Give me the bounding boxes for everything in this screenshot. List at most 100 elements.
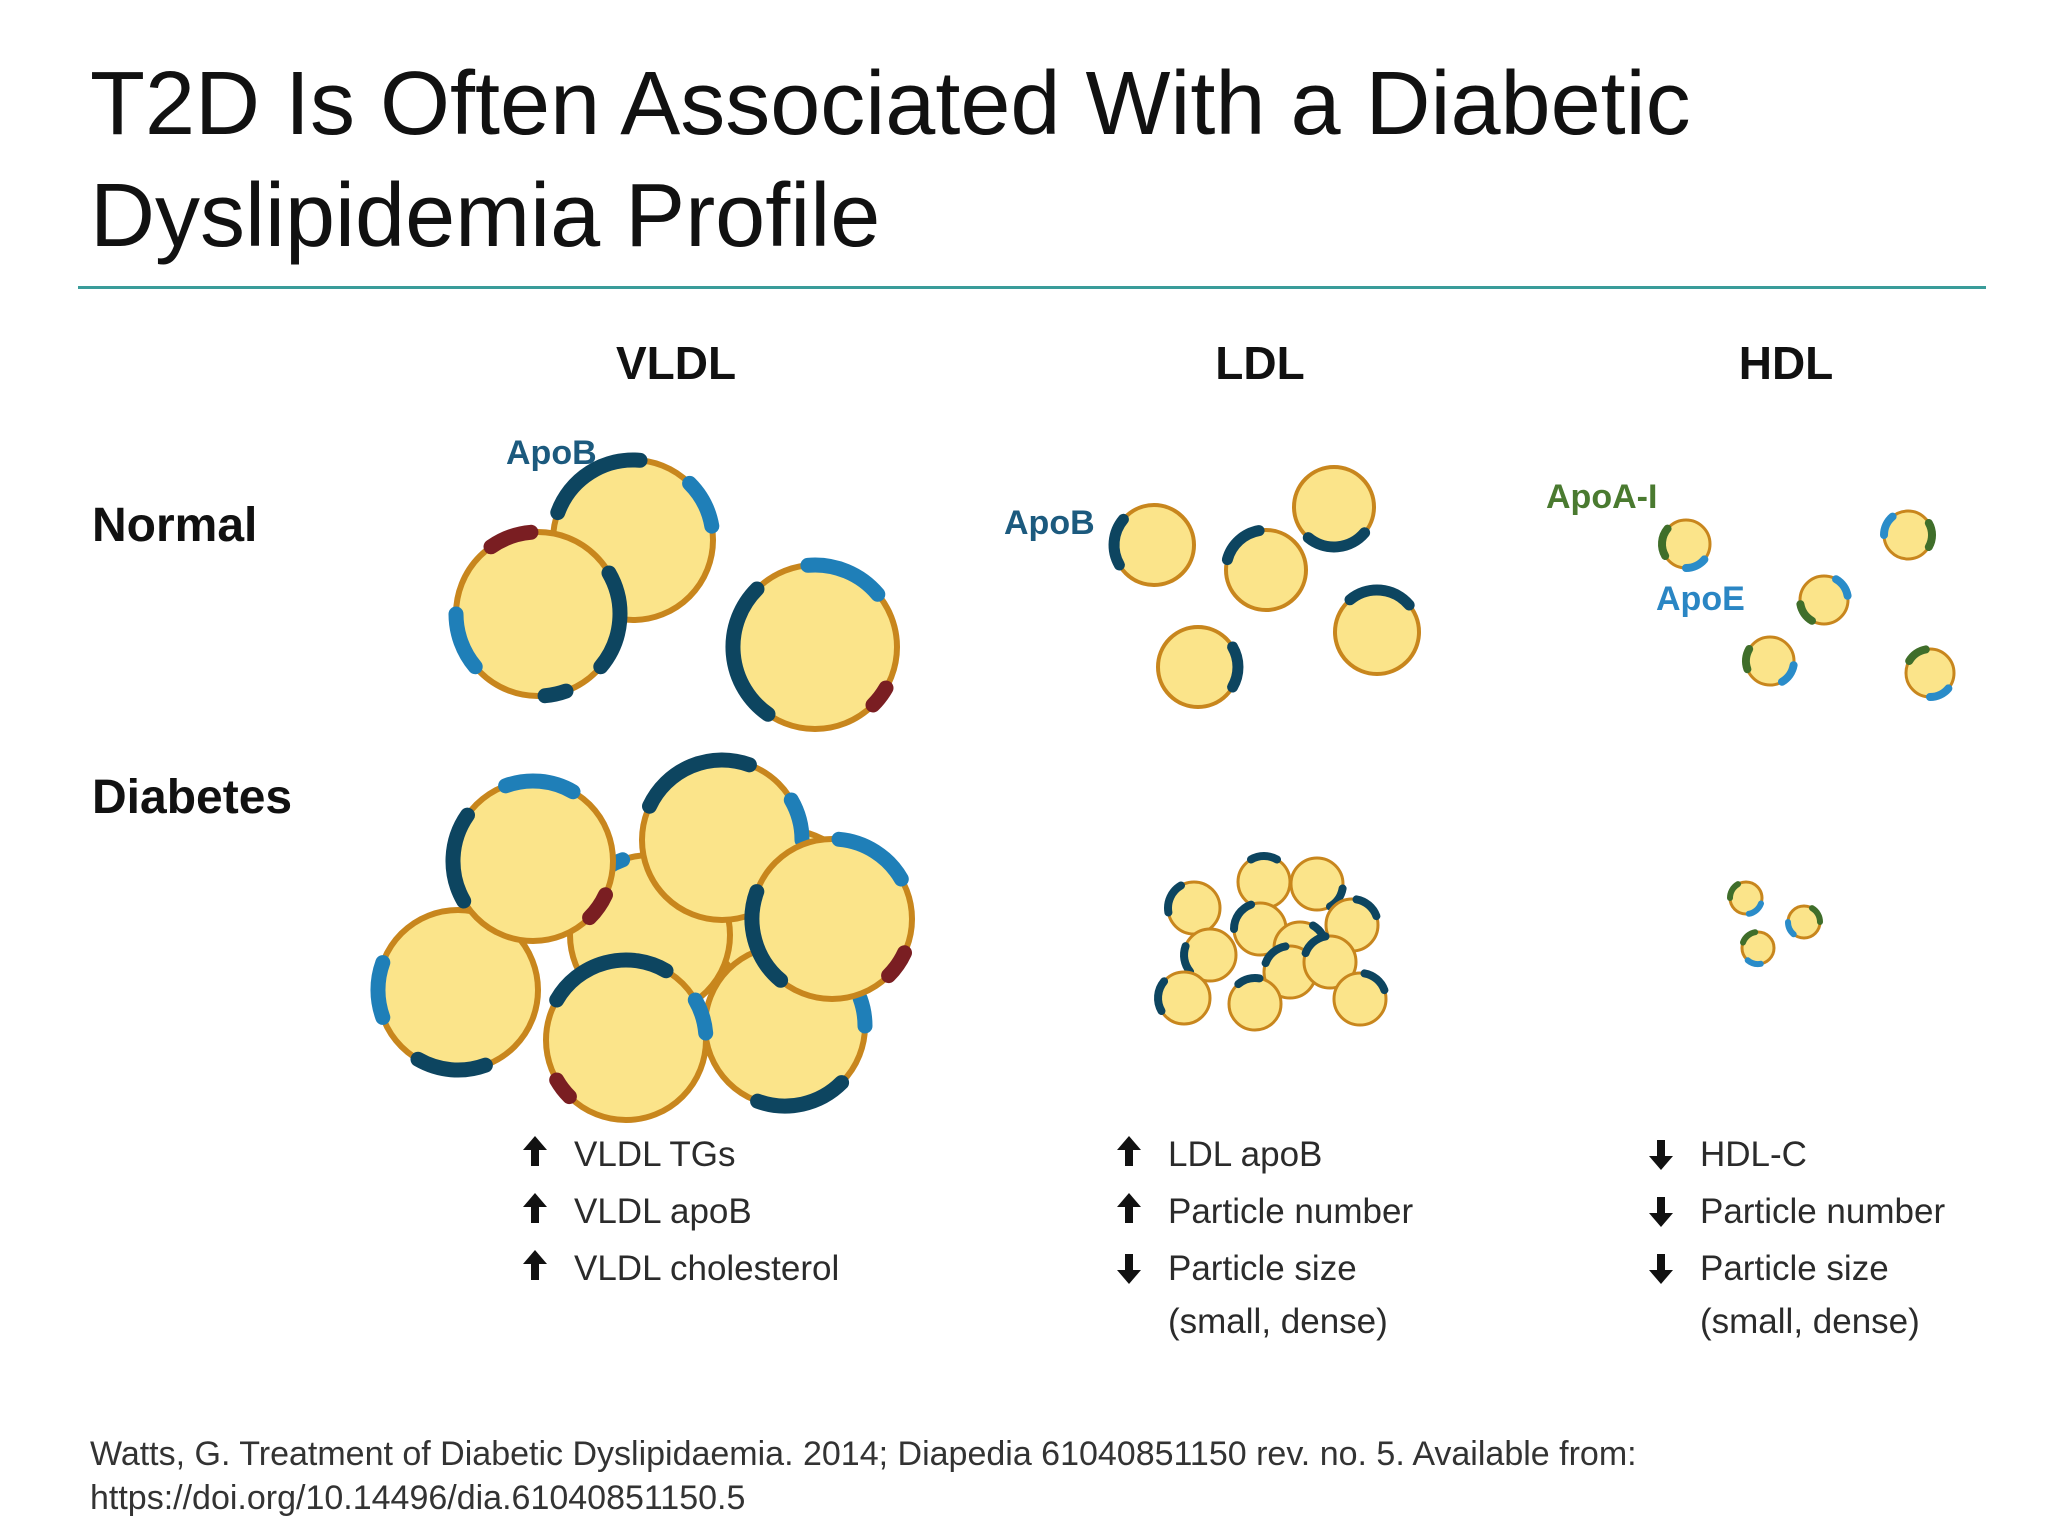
apoe-band: [1926, 684, 1953, 701]
hdl-particle-normal: [1742, 635, 1798, 687]
apoa1-band: [1924, 519, 1936, 551]
arrow-up-icon: [1114, 1183, 1148, 1240]
apob-band: [410, 1051, 493, 1078]
effect-subtext: (small, dense): [1700, 1302, 1920, 1341]
slide-title: T2D Is Often Associated With a Diabetic …: [90, 48, 1970, 272]
effect-text: Particle number: [1700, 1192, 1946, 1231]
citation: Watts, G. Treatment of Diabetic Dyslipid…: [90, 1432, 1990, 1520]
apoa1-band: [1796, 600, 1816, 625]
apob-band: [725, 581, 776, 722]
effect-item: Particle number: [1114, 1183, 1413, 1240]
apob-band: [1302, 527, 1371, 553]
apob-band: [1108, 513, 1129, 571]
ldl-particle-diabetes: [1332, 969, 1389, 1027]
apob-band: [1344, 584, 1415, 611]
effect-item: Particle size (small, dense): [1646, 1240, 1945, 1347]
apoc-band: [549, 1072, 577, 1105]
apob-label-vldl: ApoB: [506, 434, 597, 472]
apob-band: [800, 557, 886, 602]
apoe-band: [1745, 900, 1764, 917]
particle-core: [1224, 528, 1308, 612]
apob-band: [1326, 884, 1347, 911]
ldl-particle-normal: [1221, 525, 1308, 612]
hdl-particle-normal: [1904, 645, 1956, 701]
apob-band: [1352, 895, 1381, 921]
particle-core: [1156, 625, 1240, 709]
apob-band: [831, 831, 909, 887]
apob-band: [593, 565, 628, 675]
effect-item: VLDL apoB: [520, 1183, 839, 1240]
arrow-down-icon: [1646, 1126, 1680, 1183]
particle-core: [1302, 934, 1358, 990]
ldl-particle-normal: [1292, 465, 1376, 553]
vldl-particle-diabetes: [445, 773, 616, 944]
arrow-down-icon: [1646, 1183, 1680, 1240]
apob-band: [642, 752, 757, 814]
apob-band: [1247, 852, 1281, 864]
effect-text: Particle size: [1700, 1249, 1889, 1288]
apoa1-band: [1809, 905, 1824, 925]
ldl-particle-diabetes: [1289, 856, 1347, 912]
apob-band: [1234, 974, 1264, 989]
title-line-2: Dyslipidemia Profile: [90, 166, 881, 266]
effect-text: HDL-C: [1700, 1135, 1807, 1174]
particles-layer: [370, 452, 1956, 1123]
apob-band: [550, 452, 648, 521]
apoc-band: [483, 524, 539, 555]
column-header-hdl: HDL: [1738, 337, 1834, 389]
hdl-particle-normal: [1658, 518, 1712, 572]
apob-band: [1164, 881, 1185, 917]
effect-item: LDL apoB: [1114, 1126, 1413, 1183]
apob-band: [1227, 641, 1244, 693]
apob-band: [1360, 969, 1389, 995]
effect-item: VLDL cholesterol: [520, 1240, 839, 1297]
apob-band: [852, 991, 873, 1034]
apob-band: [1301, 932, 1330, 958]
apoe-band: [1778, 661, 1798, 686]
vldl-particle-diabetes: [744, 831, 915, 1002]
hdl-particle-normal: [1880, 509, 1936, 561]
arrow-down-icon: [1114, 1240, 1148, 1297]
citation-line-2: https://doi.org/10.14496/dia.61040851150…: [90, 1479, 746, 1517]
apob-band: [783, 792, 810, 848]
particle-core: [1289, 856, 1345, 912]
vldl-particle-normal: [448, 524, 628, 704]
arrow-down-icon: [1646, 1240, 1680, 1297]
apob-band: [537, 683, 574, 704]
effect-subtext: (small, dense): [1168, 1302, 1388, 1341]
vldl-particle-normal: [725, 557, 900, 732]
effect-item: Particle size (small, dense): [1114, 1240, 1413, 1347]
ldl-particle-diabetes: [1180, 927, 1238, 983]
apob-band: [1154, 977, 1169, 1015]
arrow-up-icon: [520, 1240, 554, 1297]
apob-band: [445, 807, 475, 909]
hdl-particle-normal: [1796, 574, 1852, 626]
apoa1-band: [1742, 645, 1754, 674]
arrow-up-icon: [520, 1126, 554, 1183]
apob-band: [744, 884, 789, 988]
citation-line-1: Watts, G. Treatment of Diabetic Dyslipid…: [90, 1435, 1637, 1473]
arrow-up-icon: [520, 1183, 554, 1240]
arrow-up-icon: [1114, 1126, 1148, 1183]
effect-item: VLDL TGs: [520, 1126, 839, 1183]
title-line-1: T2D Is Often Associated With a Diabetic: [90, 54, 1691, 154]
effect-text: VLDL TGs: [574, 1135, 736, 1174]
ldl-particle-diabetes: [1164, 880, 1222, 936]
apoe-label: ApoE: [1656, 580, 1745, 618]
apoc-band: [881, 945, 912, 984]
apoa1-band: [1740, 929, 1759, 946]
particle-core: [1332, 971, 1388, 1027]
apob-band: [549, 952, 674, 1008]
apob-band: [682, 475, 720, 534]
apoc-band: [865, 680, 894, 713]
hdl-effects-list: HDL-C Particle number Particle size (sma…: [1646, 1126, 1945, 1347]
apob-band: [1180, 942, 1195, 976]
effect-item: HDL-C: [1646, 1126, 1945, 1183]
apoe-band: [1682, 555, 1709, 572]
ldl-particle-diabetes: [1230, 900, 1288, 957]
apob-band: [687, 992, 714, 1041]
apob-band: [750, 1075, 850, 1114]
effect-item: Particle number: [1646, 1183, 1945, 1240]
row-label-normal: Normal: [92, 499, 258, 552]
